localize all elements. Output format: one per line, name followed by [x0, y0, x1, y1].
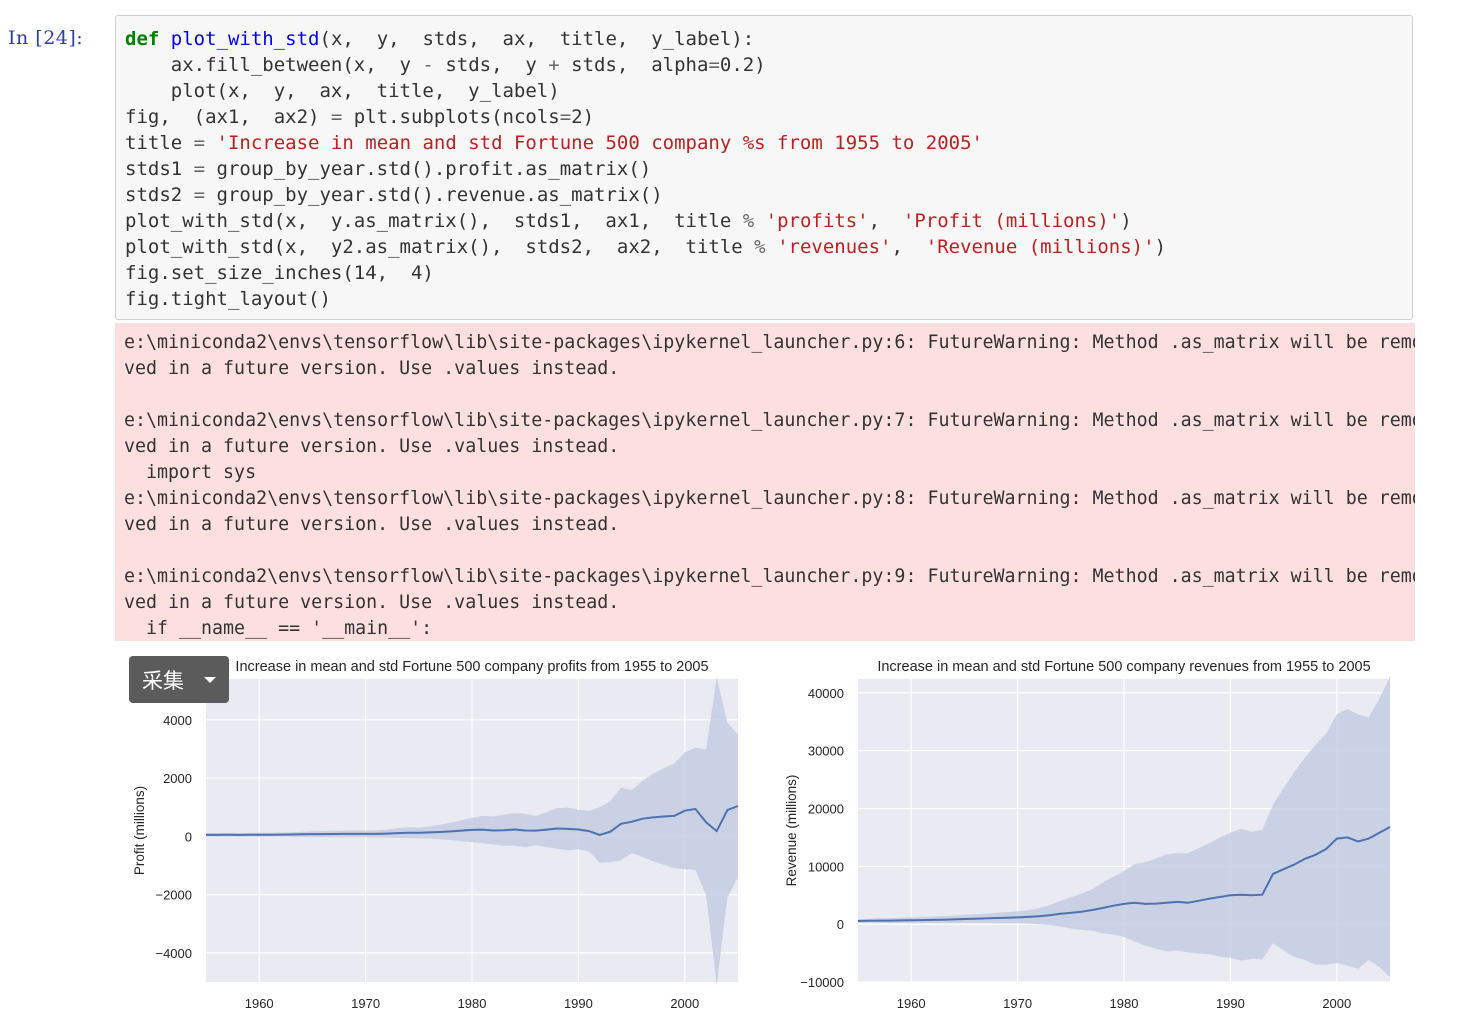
- code-token: stds, alpha: [559, 54, 709, 76]
- stderr-line: e:\miniconda2\envs\tensorflow\lib\site-p…: [124, 566, 1415, 587]
- y-tick-label: 2000: [163, 771, 192, 786]
- code-token: ,: [868, 210, 903, 232]
- code-editor[interactable]: def plot_with_std(x, y, stds, ax, title,…: [116, 16, 1412, 312]
- std-band: [858, 676, 1390, 978]
- revenue-chart: 1960 1970 1980 1990 2000 −10000 0 10000 20000 300…: [784, 659, 1391, 1011]
- code-token: ax.fill_between(x, y: [125, 54, 423, 76]
- code-token: ): [1120, 210, 1132, 232]
- code-token: [159, 28, 170, 50]
- code-token: =: [708, 54, 720, 76]
- stderr-line: ved in a future version. Use .values ins…: [124, 358, 620, 379]
- code-token: (x, y, stds, ax, title, y_label):: [319, 28, 755, 50]
- x-tick-label: 1960: [245, 996, 274, 1011]
- stderr-output: e:\miniconda2\envs\tensorflow\lib\site-p…: [115, 323, 1415, 641]
- code-token: ): [1154, 236, 1167, 258]
- code-token: 'Profit (millions)': [902, 210, 1121, 232]
- code-token: 'profits': [765, 210, 869, 232]
- code-token: group_by_year.std().revenue.as_matrix(): [205, 184, 663, 206]
- y-axis-label: Profit (millions): [132, 786, 147, 875]
- code-token: =: [330, 106, 343, 128]
- mean-line: [206, 805, 739, 837]
- code-token: plt.subplots(ncols: [342, 106, 560, 128]
- x-tick-label: 1990: [1216, 996, 1245, 1011]
- stderr-line: ved in a future version. Use .values ins…: [124, 436, 620, 457]
- code-token: +: [548, 54, 560, 76]
- y-tick-label: 10000: [808, 859, 844, 874]
- stderr-line: import sys: [124, 462, 257, 483]
- code-token: fig.set_size_inches(14, 4): [125, 262, 434, 284]
- stderr-line: e:\miniconda2\envs\tensorflow\lib\site-p…: [124, 488, 1415, 509]
- chart-title: Increase in mean and std Fortune 500 com…: [235, 659, 708, 675]
- code-token: plot_with_std(x, y.as_matrix(), stds1, a…: [125, 210, 743, 232]
- code-token: =: [193, 132, 206, 154]
- code-token: group_by_year.std().profit.as_matrix(): [205, 158, 652, 180]
- code-token: stds2: [125, 184, 194, 206]
- x-tick-label: 1970: [351, 996, 380, 1011]
- code-token: [205, 132, 216, 154]
- code-token: fig, (ax1, ax2): [125, 106, 331, 128]
- collect-button[interactable]: 采集: [129, 656, 229, 703]
- x-tick-label: 1980: [1110, 996, 1139, 1011]
- y-tick-label: −2000: [155, 888, 192, 903]
- chart-title: Increase in mean and std Fortune 500 com…: [877, 659, 1370, 675]
- code-token: stds1: [125, 158, 194, 180]
- code-token: 'Increase in mean and std Fortune 500 co…: [216, 132, 983, 154]
- code-token: =: [193, 158, 206, 180]
- x-tick-label: 1960: [897, 996, 926, 1011]
- code-token: [754, 210, 765, 232]
- x-tick-label: 2000: [670, 996, 699, 1011]
- stderr-line: e:\miniconda2\envs\tensorflow\lib\site-p…: [124, 332, 1415, 353]
- std-band: [206, 676, 738, 986]
- code-token: title: [125, 132, 194, 154]
- y-tick-label: 30000: [808, 744, 844, 759]
- code-token: 'Revenue (millions)': [925, 236, 1155, 258]
- stderr-text: e:\miniconda2\envs\tensorflow\lib\site-p…: [115, 323, 1415, 641]
- y-tick-label: 4000: [163, 713, 192, 728]
- mean-line: [857, 826, 1391, 922]
- code-token: =: [559, 106, 572, 128]
- x-tick-label: 1980: [458, 996, 487, 1011]
- code-token: stds, y: [433, 54, 549, 76]
- code-token: [766, 236, 777, 258]
- code-token: 'revenues': [777, 236, 892, 258]
- y-tick-label: −4000: [155, 946, 192, 961]
- code-token: plot(x, y, ax, title, y_label): [125, 80, 560, 102]
- stderr-line: if __name__ == '__main__':: [124, 618, 433, 639]
- dropdown-caret-icon[interactable]: [204, 676, 216, 683]
- code-token: 0.2): [719, 54, 766, 76]
- x-tick-label: 1990: [564, 996, 593, 1011]
- x-tick-label: 1970: [1003, 996, 1032, 1011]
- cell-prompt: In [24]:: [8, 27, 84, 49]
- y-tick-label: 20000: [808, 802, 844, 817]
- code-token: fig.tight_layout(): [125, 288, 331, 310]
- code-token: plot_with_std(x, y2.as_matrix(), stds2, …: [125, 236, 755, 258]
- code-token: plot_with_std: [170, 28, 320, 50]
- code-token: def: [125, 28, 160, 50]
- code-token: ,: [891, 236, 926, 258]
- code-cell-input[interactable]: def plot_with_std(x, y, stds, ax, title,…: [115, 15, 1413, 320]
- code-token: 2): [571, 106, 595, 128]
- y-tick-label: 0: [837, 917, 844, 932]
- y-tick-label: 0: [185, 829, 192, 844]
- collect-button-label: 采集: [142, 668, 184, 693]
- code-token: %: [742, 210, 755, 232]
- y-tick-label: 40000: [808, 686, 844, 701]
- profit-chart: 1960 1970 1980 1990 2000 −4000 −2000 0 2000 4000 I…: [132, 659, 739, 1011]
- stderr-line: ved in a future version. Use .values ins…: [124, 592, 620, 613]
- code-token: -: [422, 54, 434, 76]
- y-tick-label: −10000: [800, 975, 844, 990]
- stderr-line: e:\miniconda2\envs\tensorflow\lib\site-p…: [124, 410, 1415, 431]
- x-tick-label: 2000: [1322, 996, 1351, 1011]
- y-axis-label: Revenue (millions): [784, 775, 799, 887]
- code-token: %: [754, 236, 766, 258]
- code-token: =: [193, 184, 206, 206]
- stderr-line: ved in a future version. Use .values ins…: [124, 514, 620, 535]
